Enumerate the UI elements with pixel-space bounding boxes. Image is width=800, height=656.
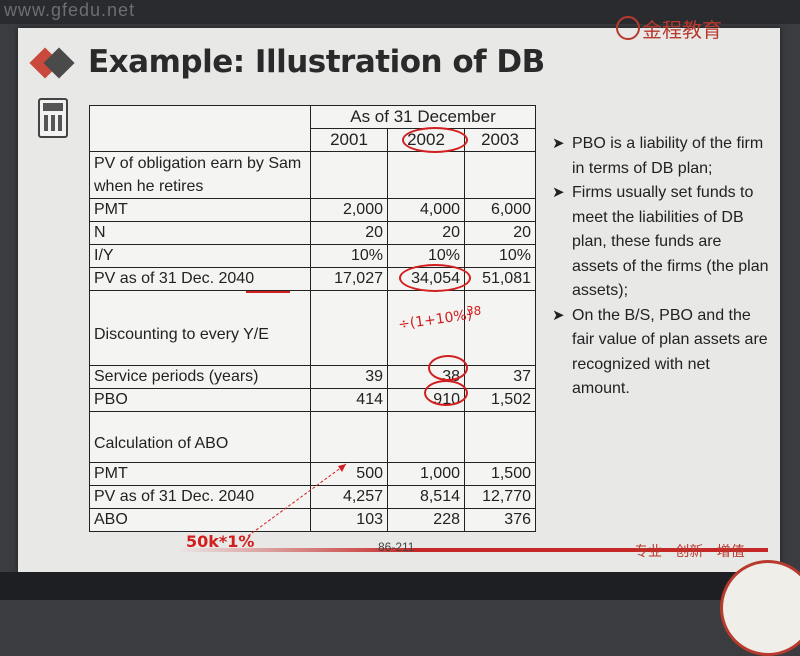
table-row: PV as of 31 Dec. 2040 4,257 8,514 12,770 <box>89 485 536 509</box>
row-label: PV as of 31 Dec. 2040 <box>89 485 311 509</box>
bullet-item: ➤ PBO is a liability of the firm in term… <box>552 132 772 181</box>
blank-cell <box>464 151 536 199</box>
cell: 1,500 <box>464 462 536 486</box>
arrow-bullet-icon: ➤ <box>552 184 565 201</box>
top-bar: www.gfedu.net <box>0 0 800 24</box>
blank-cell <box>387 151 465 199</box>
row-label: PV as of 31 Dec. 2040 <box>89 267 311 291</box>
table-header: As of 31 December <box>310 105 536 129</box>
cell: 1,000 <box>387 462 465 486</box>
blank-cell <box>387 290 465 366</box>
obligation-label: PV of obligation earn by Sam when he ret… <box>89 151 311 199</box>
slogan: 专业 · 创新 · 增值 <box>634 544 745 560</box>
blank-cell <box>89 105 311 129</box>
cell: 228 <box>387 508 465 532</box>
blank-cell <box>310 411 388 463</box>
row-label: I/Y <box>89 244 311 268</box>
cell: 414 <box>310 388 388 412</box>
underline-2040 <box>246 291 290 293</box>
bottom-bar <box>0 572 800 600</box>
row-label: PMT <box>89 198 311 222</box>
row-label: N <box>89 221 311 245</box>
discount-label: Discounting to every Y/E <box>89 290 311 366</box>
circle-38 <box>428 355 468 381</box>
exponent-annotation: 38 <box>466 304 482 318</box>
bullet-text: Firms usually set funds to meet the liab… <box>572 184 769 299</box>
db-table: As of 31 December 2001 2002 2003 PV of o… <box>89 105 536 532</box>
table-row: Service periods (years) 39 38 37 <box>89 365 536 389</box>
slide: Example: Illustration of DB As of 31 Dec… <box>18 28 780 572</box>
circle-34054 <box>399 264 471 292</box>
arrow-bullet-icon: ➤ <box>552 135 565 152</box>
cell: 51,081 <box>464 267 536 291</box>
cell: 8,514 <box>387 485 465 509</box>
bullet-item: ➤ Firms usually set funds to meet the li… <box>552 181 772 304</box>
cell: 39 <box>310 365 388 389</box>
table-row: N 20 20 20 <box>89 221 536 245</box>
table-row: I/Y 10% 10% 10% <box>89 244 536 268</box>
title-row: Example: Illustration of DB <box>24 38 764 84</box>
bullet-list: ➤ PBO is a liability of the firm in term… <box>552 132 772 402</box>
cell: 103 <box>310 508 388 532</box>
page-number: 86-211 <box>378 540 415 554</box>
arrow-bullet-icon: ➤ <box>552 306 565 324</box>
footer-line <box>178 548 768 552</box>
cell: 2,000 <box>310 198 388 222</box>
table-row: ABO 103 228 376 <box>89 508 536 532</box>
cell: 20 <box>310 221 388 245</box>
circle-910 <box>424 380 468 406</box>
slide-title: Example: Illustration of DB <box>88 44 545 80</box>
year-2003: 2003 <box>464 128 536 152</box>
cell: 12,770 <box>464 485 536 509</box>
bullet-text: On the B/S, PBO and the fair value of pl… <box>572 306 768 398</box>
row-label: Service periods (years) <box>89 365 311 389</box>
cell: 4,000 <box>387 198 465 222</box>
cell: 6,000 <box>464 198 536 222</box>
blank-cell <box>89 128 311 152</box>
cell: 376 <box>464 508 536 532</box>
cell: 10% <box>464 244 536 268</box>
table-row: PMT 2,000 4,000 6,000 <box>89 198 536 222</box>
note-annotation: 50k*1% <box>186 532 255 551</box>
cell: 20 <box>387 221 465 245</box>
circle-2002 <box>402 127 468 153</box>
table-row: PBO 414 910 1,502 <box>89 388 536 412</box>
watermark: www.gfedu.net <box>4 0 136 20</box>
year-2001: 2001 <box>310 128 388 152</box>
blank-cell <box>387 411 465 463</box>
row-label: PBO <box>89 388 311 412</box>
cell: 17,027 <box>310 267 388 291</box>
blank-cell <box>310 290 388 366</box>
cell: 1,502 <box>464 388 536 412</box>
cell: 10% <box>310 244 388 268</box>
brand-emblem-icon <box>616 16 640 40</box>
row-label: ABO <box>89 508 311 532</box>
seal-stamp <box>720 560 800 656</box>
blank-cell <box>464 411 536 463</box>
brand-name: 金程教育 <box>642 18 722 42</box>
annotation-arrow <box>247 463 347 537</box>
cell: 37 <box>464 365 536 389</box>
calculator-icon <box>38 98 68 138</box>
abo-label: Calculation of ABO <box>89 411 311 463</box>
blank-cell <box>310 151 388 199</box>
brand-logo: 金程教育 <box>614 12 764 48</box>
cell: 20 <box>464 221 536 245</box>
bullet-item: ➤ On the B/S, PBO and the fair value of … <box>552 304 772 402</box>
bullet-text: PBO is a liability of the firm in terms … <box>572 135 764 177</box>
blank-cell <box>464 290 536 366</box>
